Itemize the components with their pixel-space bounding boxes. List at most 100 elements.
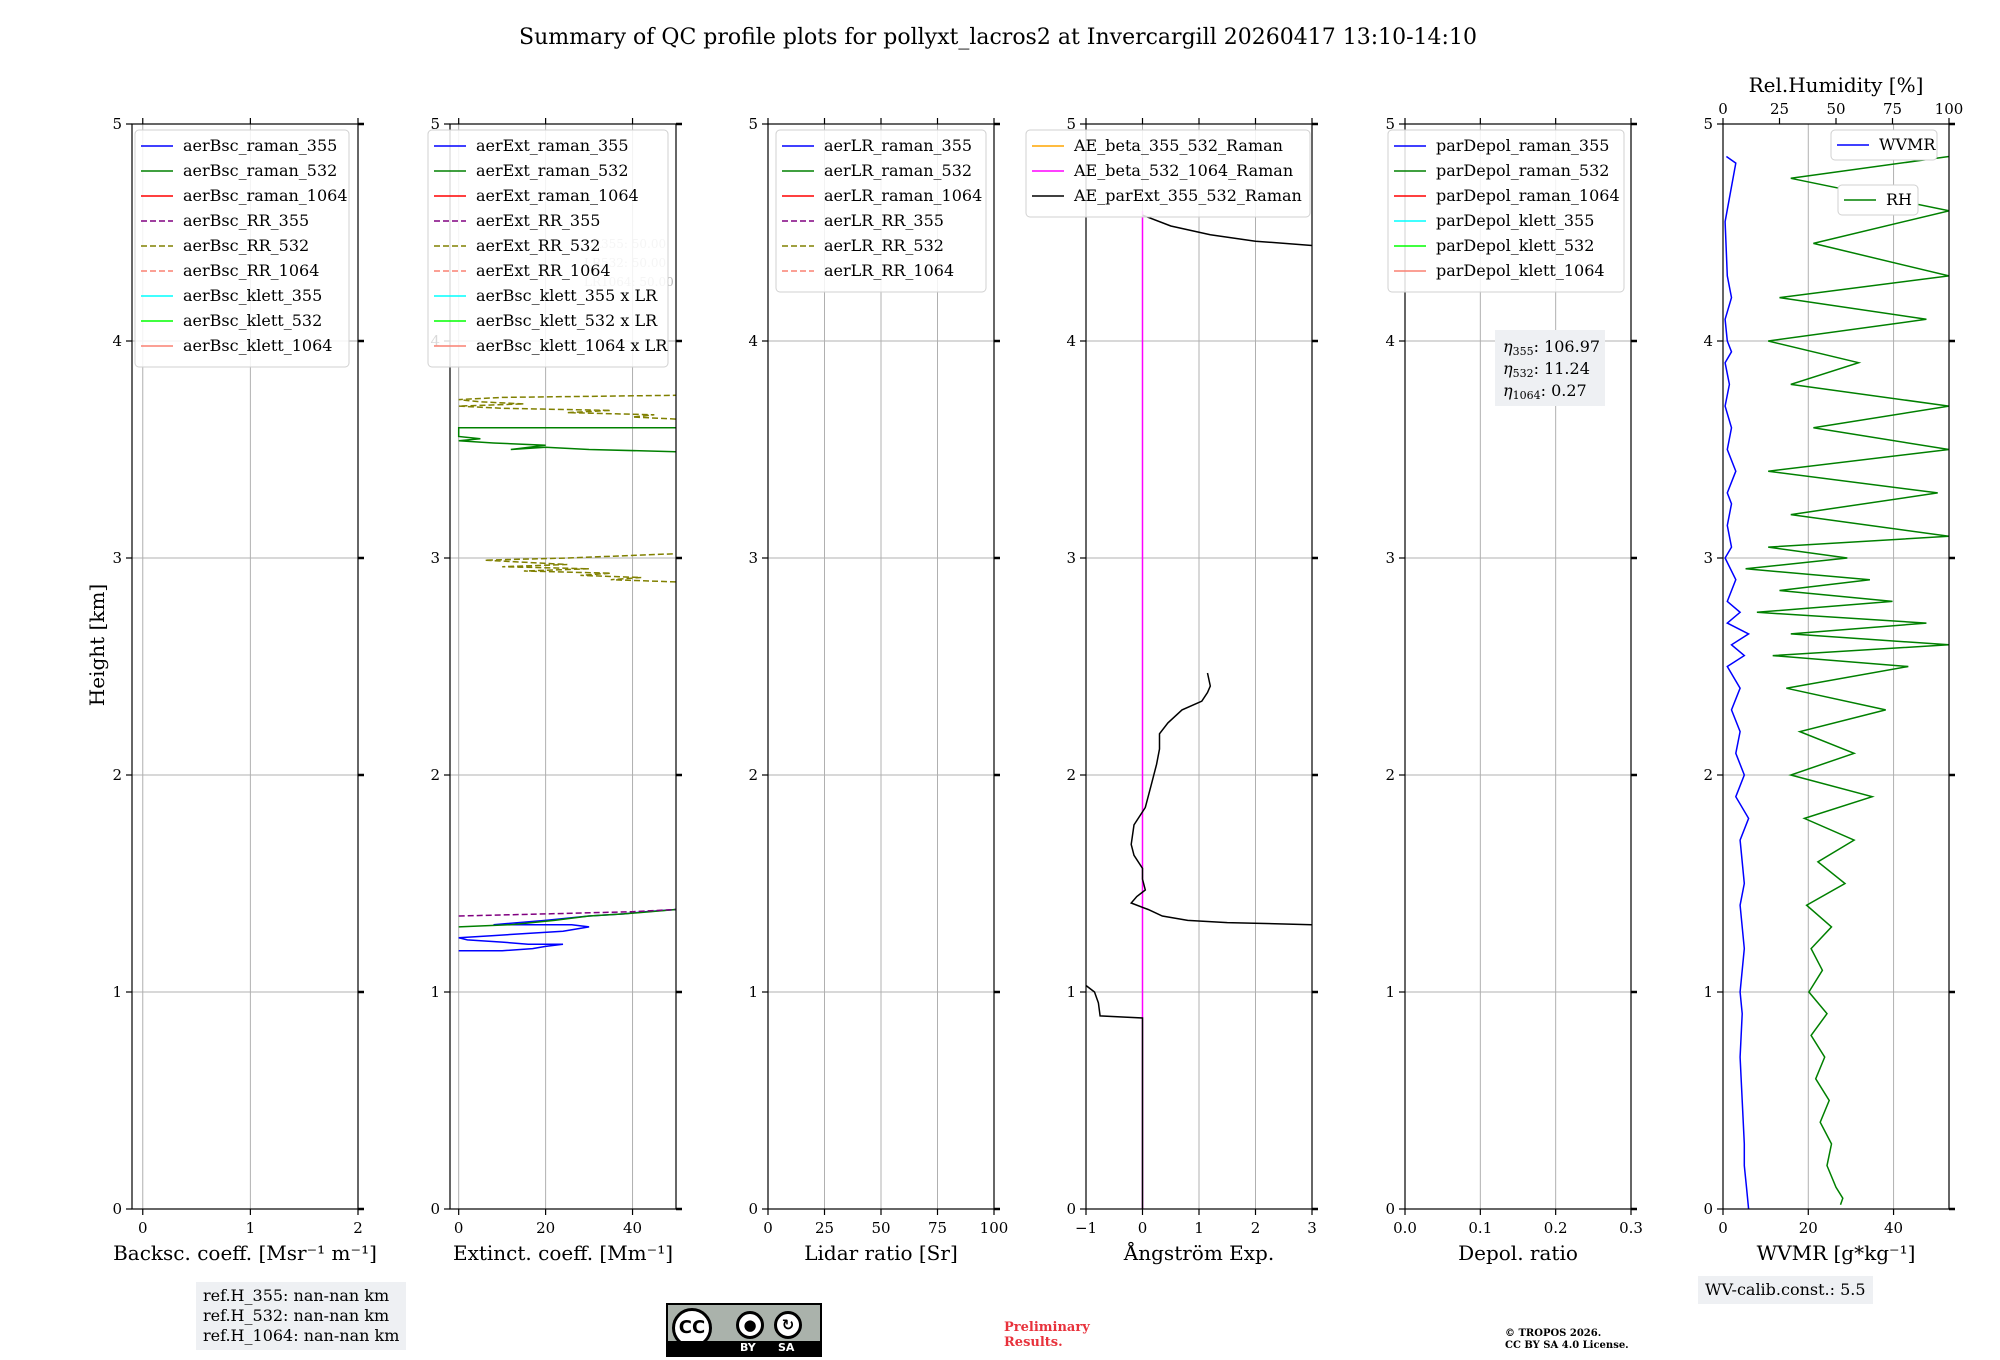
y-tick-label: 5	[1703, 115, 1713, 133]
x-tick-label: 25	[815, 1219, 834, 1237]
top-tick-label: 25	[1770, 100, 1789, 118]
legend-label: aerLR_RR_355	[824, 211, 944, 230]
legend-label: aerLR_raman_532	[824, 161, 972, 180]
y-tick-label: 1	[1066, 983, 1076, 1001]
y-tick-label: 4	[748, 332, 758, 350]
legend-label: aerBsc_RR_532	[183, 236, 309, 255]
y-tick-label: 2	[748, 766, 758, 784]
x-axis-label: Depol. ratio	[1458, 1241, 1578, 1265]
x-tick-label: 1	[1194, 1219, 1204, 1237]
legend-label: parDepol_raman_355	[1436, 136, 1609, 155]
legend-label: aerBsc_klett_355 x LR	[476, 286, 658, 305]
legend-label: aerBsc_klett_532	[183, 311, 322, 330]
share-alike-icon: ↻	[774, 1311, 802, 1339]
legend-label: aerBsc_klett_355	[183, 286, 322, 305]
x-axis-label: Ångström Exp.	[1123, 1240, 1274, 1265]
y-tick-label: 0	[1385, 1200, 1395, 1218]
x-tick-label: 0	[1138, 1219, 1148, 1237]
panel-depol: 0.0 0.1 0.2 0.3 0 1 2 3 4 5 Depol. ratio parDepol_r…	[1385, 115, 1642, 1265]
legend-label: parDepol_klett_532	[1436, 236, 1594, 255]
figure-title: Summary of QC profile plots for pollyxt_…	[519, 25, 1477, 50]
eta-1064: η1064: 0.27	[1503, 381, 1587, 402]
x-tick-label: 75	[928, 1219, 947, 1237]
y-tick-label: 3	[112, 549, 122, 567]
series-ae-parext-355-532-raman-mid	[1129, 672, 1312, 926]
refh-355: ref.H_355: nan-nan km	[203, 1286, 390, 1305]
x-tick-label: 20	[1799, 1219, 1818, 1237]
legend-box	[1830, 129, 1938, 161]
top-tick-label: 50	[1826, 100, 1845, 118]
legend-box	[1837, 184, 1919, 216]
legend-label: parDepol_klett_355	[1436, 211, 1594, 230]
legend-label: parDepol_klett_1064	[1436, 261, 1605, 280]
legend-label: aerLR_RR_532	[824, 236, 944, 255]
legend-label: aerBsc_klett_1064 x LR	[476, 336, 668, 355]
y-tick-label: 2	[1703, 766, 1713, 784]
y-tick-label: 4	[1703, 332, 1713, 350]
legend-box	[1387, 129, 1625, 293]
x-tick-label: 40	[1884, 1219, 1903, 1237]
x-tick-label: 0	[1718, 1219, 1728, 1237]
y-tick-label: 0	[748, 1200, 758, 1218]
axes-frame	[1722, 123, 1950, 1210]
y-tick-label: 4	[112, 332, 122, 350]
legend-label: parDepol_raman_1064	[1436, 186, 1620, 205]
panel-backscatter: 0 1 2 0 1 2 3 4 5 Backsc. coeff. [Msr⁻¹ m⁻¹] aerBs…	[112, 115, 376, 1265]
legend-label: aerExt_raman_355	[476, 136, 629, 155]
y-tick-label: 1	[1703, 983, 1713, 1001]
series-group	[1724, 155, 1949, 1209]
legend-label: aerExt_RR_1064	[476, 261, 611, 280]
y-tick-label: 1	[748, 983, 758, 1001]
x-axis-label: Lidar ratio [Sr]	[804, 1241, 958, 1265]
legend-label: aerBsc_raman_1064	[183, 186, 348, 205]
x-tick-label: 2	[1251, 1219, 1261, 1237]
x-tick-label: 40	[623, 1219, 642, 1237]
y-axis-label: Height [km]	[85, 584, 109, 706]
y-tick-label: 5	[1066, 115, 1076, 133]
eta-532: η532: 11.24	[1503, 359, 1590, 380]
legend-label: aerBsc_raman_532	[183, 161, 337, 180]
legend-box	[134, 129, 350, 368]
legend-label: aerBsc_raman_355	[183, 136, 337, 155]
top-tick-label: 75	[1883, 100, 1902, 118]
legend: aerExt_raman_355 aerExt_raman_532 aerExt_r…	[427, 129, 669, 368]
legend-label: aerBsc_klett_532 x LR	[476, 311, 658, 330]
y-tick-label: 2	[1066, 766, 1076, 784]
refh-1064: ref.H_1064: nan-nan km	[203, 1326, 400, 1345]
legend-box	[775, 129, 987, 293]
y-tick-label: 5	[1385, 115, 1395, 133]
series-aerext-raman-532	[458, 908, 676, 928]
panel-lidar_ratio: 0 25 50 75 100 0 1 2 3 4 5 Lidar ratio [Sr] aerLR_ra…	[748, 115, 1008, 1265]
series-rh	[1745, 155, 1949, 1205]
series-wvmr	[1724, 155, 1751, 1209]
attribution-icon: ●	[736, 1311, 764, 1339]
series-aerext-rr-355	[458, 908, 676, 917]
series-group	[457, 394, 676, 952]
legend-label: aerExt_RR_355	[476, 211, 600, 230]
y-tick-label: 1	[1385, 983, 1395, 1001]
by-label: BY	[740, 1341, 756, 1354]
legend-rh: RH	[1837, 184, 1919, 216]
legend-label: AE_beta_355_532_Raman	[1073, 136, 1283, 155]
y-tick-label: 4	[1066, 332, 1076, 350]
top-tick-label: 0	[1718, 100, 1728, 118]
x-axis-label: WVMR [g*kg⁻¹]	[1757, 1241, 1916, 1265]
y-tick-label: 5	[112, 115, 122, 133]
legend-label: aerBsc_RR_1064	[183, 261, 319, 280]
x-tick-label: 1	[246, 1219, 256, 1237]
y-tick-label: 3	[430, 549, 440, 567]
y-tick-label: 4	[1385, 332, 1395, 350]
legend: parDepol_raman_355 parDepol_raman_532 parD…	[1387, 129, 1625, 293]
cc-by-sa-logo: CC ● ↻ BY SA	[666, 1303, 822, 1357]
series-group	[1086, 210, 1312, 1209]
preliminary-note: Preliminary Results.	[1004, 1320, 1090, 1350]
x-tick-label: 20	[536, 1219, 555, 1237]
x-tick-label: 0.1	[1468, 1219, 1492, 1237]
y-tick-label: 3	[748, 549, 758, 567]
axes-frame	[1404, 123, 1632, 1210]
x-tick-label: 100	[980, 1219, 1009, 1237]
legend: aerBsc_raman_355 aerBsc_raman_532 aerBsc_r…	[134, 129, 350, 368]
refh-532: ref.H_532: nan-nan km	[203, 1306, 390, 1325]
